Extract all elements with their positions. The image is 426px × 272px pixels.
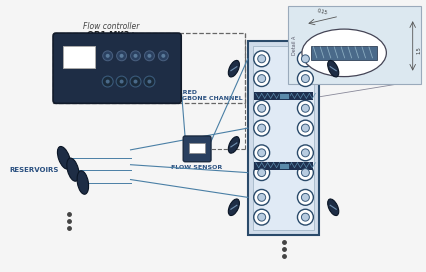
- Circle shape: [301, 169, 309, 177]
- Circle shape: [119, 54, 123, 58]
- Circle shape: [297, 120, 313, 136]
- Ellipse shape: [327, 199, 338, 215]
- Circle shape: [253, 51, 269, 67]
- Circle shape: [253, 71, 269, 86]
- FancyBboxPatch shape: [53, 33, 181, 103]
- Text: FLOW SENSOR: FLOW SENSOR: [171, 165, 222, 170]
- Circle shape: [297, 209, 313, 225]
- Circle shape: [301, 55, 309, 63]
- Circle shape: [253, 100, 269, 116]
- Circle shape: [301, 193, 309, 201]
- Circle shape: [158, 51, 168, 61]
- Circle shape: [301, 104, 309, 112]
- Circle shape: [144, 51, 154, 61]
- Text: Flow controller: Flow controller: [83, 22, 140, 31]
- Circle shape: [257, 193, 265, 201]
- Circle shape: [253, 145, 269, 161]
- Circle shape: [106, 54, 109, 58]
- Circle shape: [301, 124, 309, 132]
- Bar: [253, 162, 313, 170]
- Ellipse shape: [57, 146, 70, 169]
- Circle shape: [102, 76, 113, 87]
- FancyBboxPatch shape: [183, 136, 210, 162]
- Bar: [278, 94, 288, 99]
- Circle shape: [297, 51, 313, 67]
- Ellipse shape: [77, 171, 89, 194]
- Ellipse shape: [327, 60, 338, 77]
- Circle shape: [257, 124, 265, 132]
- Text: 0.15: 0.15: [316, 9, 328, 16]
- Ellipse shape: [228, 137, 239, 153]
- Circle shape: [133, 80, 137, 84]
- Ellipse shape: [301, 29, 386, 77]
- Text: Detail A: Detail A: [292, 35, 297, 55]
- Circle shape: [116, 51, 126, 61]
- Circle shape: [119, 80, 123, 84]
- Circle shape: [257, 149, 265, 157]
- Circle shape: [147, 54, 151, 58]
- Circle shape: [147, 80, 151, 84]
- Circle shape: [301, 75, 309, 82]
- Circle shape: [297, 145, 313, 161]
- Circle shape: [253, 165, 269, 181]
- Circle shape: [297, 190, 313, 205]
- Circle shape: [253, 120, 269, 136]
- Circle shape: [257, 213, 265, 221]
- Ellipse shape: [66, 158, 79, 181]
- Circle shape: [253, 209, 269, 225]
- Text: STAGGERED
HERRINGBONE CHANNEL: STAGGERED HERRINGBONE CHANNEL: [155, 90, 242, 101]
- Circle shape: [103, 51, 112, 61]
- Bar: [253, 92, 313, 100]
- Bar: [63, 46, 95, 68]
- Circle shape: [161, 54, 165, 58]
- Text: 1.5: 1.5: [416, 46, 421, 54]
- Text: RESERVOIRS: RESERVOIRS: [9, 167, 58, 173]
- Circle shape: [116, 76, 127, 87]
- Bar: [252, 46, 314, 230]
- Circle shape: [257, 169, 265, 177]
- Circle shape: [130, 76, 141, 87]
- Circle shape: [106, 80, 109, 84]
- Circle shape: [301, 149, 309, 157]
- Circle shape: [133, 54, 137, 58]
- Circle shape: [257, 75, 265, 82]
- Ellipse shape: [228, 199, 239, 215]
- Bar: [247, 41, 319, 235]
- Circle shape: [253, 190, 269, 205]
- Text: OB1 MK3+: OB1 MK3+: [87, 31, 136, 40]
- Bar: [287, 6, 420, 84]
- Bar: [311, 46, 376, 60]
- Bar: [189, 143, 204, 153]
- Circle shape: [297, 71, 313, 86]
- Circle shape: [257, 55, 265, 63]
- Circle shape: [130, 51, 140, 61]
- Circle shape: [297, 165, 313, 181]
- Ellipse shape: [228, 60, 239, 77]
- Bar: [278, 163, 288, 169]
- Bar: [53, 33, 244, 103]
- Circle shape: [301, 213, 309, 221]
- Circle shape: [144, 76, 155, 87]
- Circle shape: [257, 104, 265, 112]
- Circle shape: [297, 100, 313, 116]
